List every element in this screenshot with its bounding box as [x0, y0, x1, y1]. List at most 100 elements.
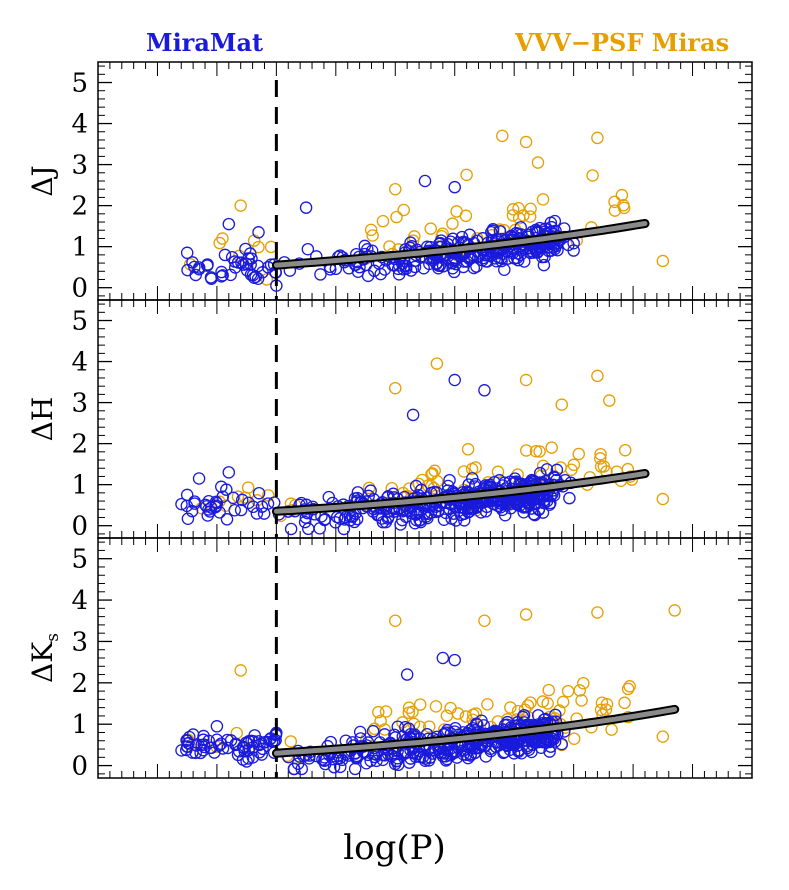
miramat-point [437, 513, 451, 526]
vvv-point [603, 394, 616, 407]
y-tick-label: 1 [71, 710, 88, 740]
miramat-point [338, 513, 351, 526]
vvv-point [591, 369, 604, 383]
vvv-point [573, 684, 586, 697]
vvv-point [512, 202, 525, 215]
miramat-point [255, 748, 268, 761]
miramat-point [544, 496, 557, 510]
miramat-point [449, 257, 462, 271]
miramat-point [220, 483, 233, 496]
miramat-point [225, 250, 239, 264]
vvv-point [541, 697, 554, 710]
y-tick-label: 5 [71, 69, 88, 99]
miramat-point [443, 473, 456, 487]
miramat-point [522, 743, 536, 757]
vvv-point [595, 696, 609, 709]
vvv-point [529, 444, 543, 458]
miramat-point [298, 515, 312, 529]
miramat-point [348, 762, 362, 776]
vvv-point [461, 443, 475, 456]
miramat-point [475, 714, 488, 727]
vvv-point [561, 684, 575, 698]
miramat-point [511, 247, 525, 260]
miramat-point [189, 746, 202, 760]
miramat-point [239, 736, 253, 749]
vvv-point [504, 701, 517, 714]
miramat-point [368, 750, 382, 764]
vvv-point [366, 229, 379, 242]
vvv-point [444, 701, 457, 715]
vvv-point [621, 682, 635, 696]
miramat-point [181, 512, 195, 525]
miramat-point [228, 504, 241, 517]
miramat-point [314, 268, 327, 281]
miramat-point [550, 463, 564, 477]
miramat-point [242, 752, 255, 765]
miramat-point [478, 384, 491, 397]
vvv-point [553, 704, 566, 717]
miramat-point [181, 740, 194, 753]
vvv-point [531, 156, 545, 169]
miramat-point [239, 242, 252, 256]
y-tick-label: 1 [71, 471, 88, 501]
vvv-point [524, 202, 537, 216]
vvv-point [555, 398, 568, 411]
vvv-point [618, 696, 631, 710]
miramat-point [192, 472, 206, 485]
y-axis-label: ΔH [26, 397, 59, 442]
vvv-point [231, 490, 245, 503]
miramat-point [409, 750, 422, 764]
vvv-point [542, 683, 555, 697]
miramat-point [517, 255, 531, 268]
miramat-point [418, 507, 431, 520]
miramat-point [448, 653, 461, 667]
vvv-point [554, 461, 567, 474]
vvv-point [577, 676, 590, 690]
vvv-point [586, 169, 599, 182]
vvv-point [397, 203, 410, 217]
miramat-point [399, 262, 413, 275]
vvv-point [446, 217, 459, 230]
vvv-point [623, 680, 636, 693]
vvv-point [413, 698, 427, 711]
vvv-point [656, 492, 670, 506]
y-tick-label: 0 [71, 512, 88, 542]
miramat-point [449, 721, 462, 735]
vvv-point [536, 459, 550, 473]
vvv-point [656, 254, 670, 268]
vvv-point [376, 214, 390, 228]
miramat-point [498, 508, 512, 522]
miramat-point [353, 725, 367, 739]
miramat-point [301, 242, 315, 256]
vvv-point [440, 709, 454, 722]
miramat-point [302, 522, 315, 536]
miramat-point [209, 500, 222, 514]
miramat-point [220, 513, 234, 526]
miramat-point [375, 512, 389, 525]
miramat-point [466, 472, 479, 485]
miramat-point [222, 466, 236, 479]
vvv-point [617, 201, 631, 215]
vvv-point [593, 452, 607, 465]
miramat-point [180, 734, 193, 747]
miramat-point [409, 508, 423, 521]
vvv-point [519, 608, 533, 621]
miramat-point [180, 499, 194, 513]
miramat-point [192, 261, 206, 274]
vvv-point [389, 614, 402, 628]
vvv-point [519, 373, 533, 387]
miramat-point [205, 501, 218, 514]
miramat-point [400, 668, 414, 681]
miramat-point [486, 224, 500, 238]
miramat-point [436, 651, 450, 665]
miramat-point [351, 486, 365, 499]
miramat-point [299, 201, 313, 214]
miramat-point [378, 263, 392, 276]
miramat-point [210, 720, 224, 733]
miramat-point [434, 234, 448, 247]
miramat-point [335, 753, 349, 767]
vvv-point [379, 705, 393, 718]
vvv-point [481, 698, 494, 711]
vvv-point [428, 464, 441, 478]
miramat-point [318, 754, 331, 768]
